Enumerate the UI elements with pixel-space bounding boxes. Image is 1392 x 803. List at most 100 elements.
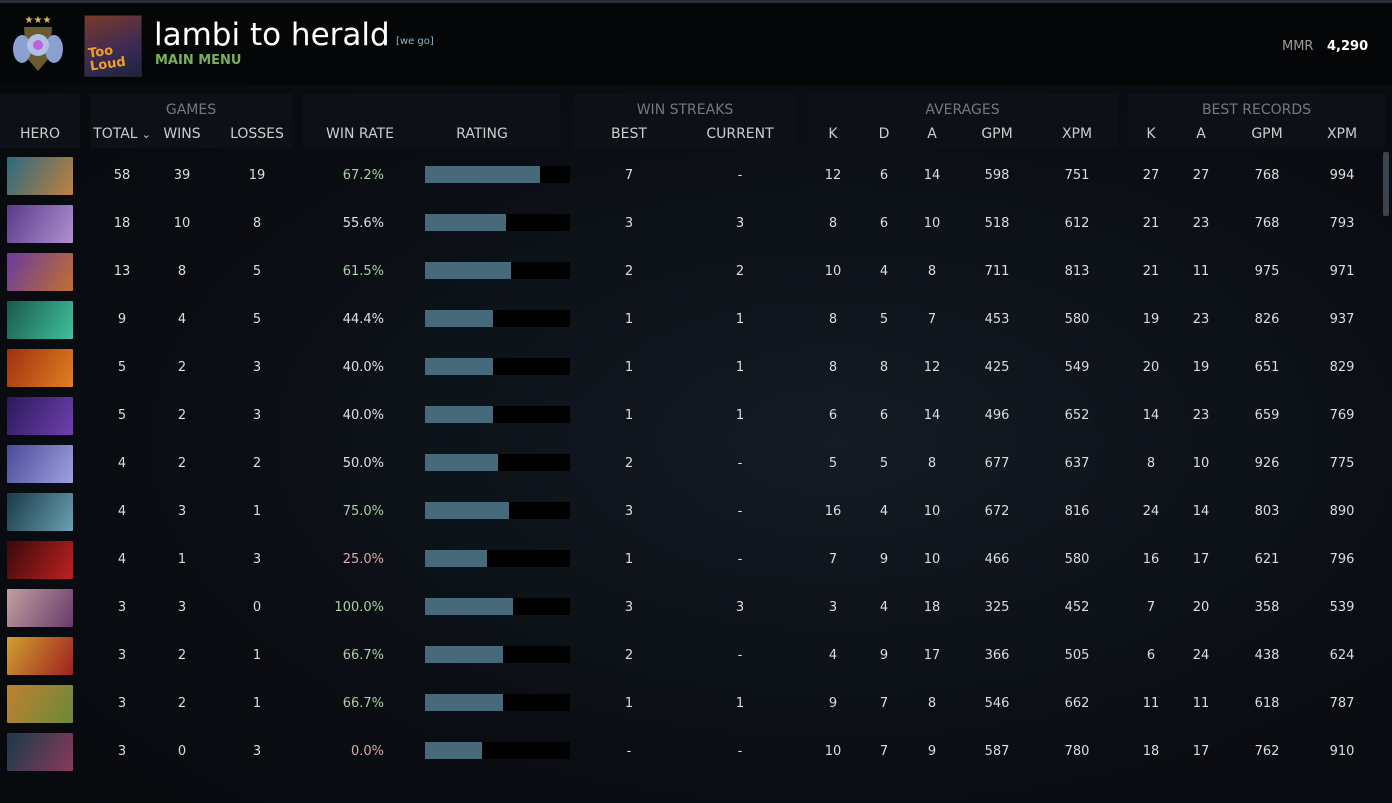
column-header-avg-d[interactable]: D	[839, 126, 929, 142]
hero-row[interactable]: 4 1 3 25.0% 1 - 7 9 10 466 580 16 17 621 796	[0, 536, 1380, 584]
hero-portrait[interactable]	[7, 733, 73, 771]
column-header-avg-gpm[interactable]: GPM	[952, 126, 1042, 142]
hero-row[interactable]: 4 3 1 75.0% 3 - 16 4 10 672 816 24 14 803 890	[0, 488, 1380, 536]
cell-avg-a: 10	[923, 504, 941, 519]
hero-row[interactable]: 3 2 1 66.7% 1 1 9 7 8 546 662 11 11 618 787	[0, 680, 1380, 728]
cell-best-xpm: 624	[1329, 648, 1355, 663]
rating-header-panel	[303, 94, 560, 148]
cell-avg-gpm: 672	[984, 504, 1010, 519]
cell-avg-a: 7	[927, 312, 937, 327]
scrollbar[interactable]	[1383, 152, 1389, 216]
column-header-avg-a[interactable]: A	[887, 126, 977, 142]
hero-portrait[interactable]	[7, 589, 73, 627]
cell-total: 9	[117, 312, 127, 327]
column-header-avg-xpm[interactable]: XPM	[1032, 126, 1122, 142]
column-header-wins[interactable]: WINS	[137, 126, 227, 142]
hero-row[interactable]: 9 4 5 44.4% 1 1 8 5 7 453 580 19 23 826 937	[0, 296, 1380, 344]
column-header-best-k[interactable]: K	[1106, 126, 1196, 142]
cell-best-gpm: 768	[1254, 168, 1280, 183]
hero-portrait[interactable]	[7, 205, 73, 243]
column-header-best-streak[interactable]: BEST	[584, 126, 674, 142]
hero-portrait[interactable]	[7, 445, 73, 483]
cell-best-k: 6	[1146, 648, 1156, 663]
player-avatar[interactable]: Too Loud	[84, 15, 142, 77]
cell-avg-k: 9	[828, 696, 838, 711]
cell-win-rate: 75.0%	[342, 504, 384, 519]
cell-current-streak: -	[737, 552, 743, 567]
cell-wins: 10	[173, 216, 191, 231]
cell-losses: 0	[252, 600, 262, 615]
cell-best-streak: 1	[624, 408, 634, 423]
hero-row[interactable]: 3 0 3 0.0% - - 10 7 9 587 780 18 17 762 910	[0, 728, 1380, 776]
cell-losses: 2	[252, 456, 262, 471]
hero-portrait[interactable]	[7, 397, 73, 435]
rating-bar	[425, 310, 570, 327]
hero-portrait[interactable]	[7, 349, 73, 387]
main-menu-link[interactable]: MAIN MENU	[155, 53, 242, 68]
cell-best-streak: 1	[624, 552, 634, 567]
hero-portrait[interactable]	[7, 541, 73, 579]
cell-avg-k: 16	[824, 504, 842, 519]
rating-bar	[425, 694, 570, 711]
rating-bar	[425, 742, 570, 759]
hero-row[interactable]: 3 2 1 66.7% 2-4 9 17 366 505 6 24 438 624	[0, 632, 1380, 680]
column-header-best-xpm[interactable]: XPM	[1297, 126, 1387, 142]
cell-best-streak: 2	[624, 456, 634, 471]
hero-portrait[interactable]	[7, 685, 73, 723]
cell-wins: 1	[177, 552, 187, 567]
cell-avg-gpm: 366	[984, 648, 1010, 663]
cell-best-k: 21	[1142, 216, 1160, 231]
cell-best-a: 17	[1192, 744, 1210, 759]
cell-avg-xpm: 780	[1064, 744, 1090, 759]
column-header-current-streak[interactable]: CURRENT	[695, 126, 785, 142]
cell-avg-d: 4	[879, 264, 889, 279]
cell-current-streak: 2	[735, 264, 745, 279]
cell-losses: 8	[252, 216, 262, 231]
cell-best-k: 20	[1142, 360, 1160, 375]
column-header-total[interactable]: TOTAL ⌄	[77, 126, 167, 142]
cell-losses: 1	[252, 696, 262, 711]
hero-row[interactable]: 13 8 5 61.5% 2 2 10 4 8 711 813 21 11 975 971	[0, 248, 1380, 296]
hero-row[interactable]: 3 3 0 100.0% 3 3 3 4 18 325 452 7 20 358 539	[0, 584, 1380, 632]
hero-row[interactable]: 58 39 19 67.2% 7 - 12 6 14 598 751 27 27 768 994	[0, 152, 1380, 200]
column-header-best-a[interactable]: A	[1156, 126, 1246, 142]
hero-row[interactable]: 5 2 3 40.0% 1 1 6 6 14 496 652 14 23 659 769	[0, 392, 1380, 440]
hero-portrait[interactable]	[7, 637, 73, 675]
cell-current-streak: -	[737, 168, 743, 183]
column-header-best-gpm[interactable]: GPM	[1222, 126, 1312, 142]
hero-portrait[interactable]	[7, 253, 73, 291]
cell-total: 13	[113, 264, 131, 279]
cell-best-a: 10	[1192, 456, 1210, 471]
cell-best-xpm: 937	[1329, 312, 1355, 327]
rating-bar-fill	[425, 358, 494, 375]
column-header-hero[interactable]: HERO	[0, 126, 85, 142]
rating-bar	[425, 502, 570, 519]
column-header-avg-k[interactable]: K	[788, 126, 878, 142]
rating-bar	[425, 406, 570, 423]
cell-wins: 4	[177, 312, 187, 327]
cell-avg-xpm: 637	[1064, 456, 1090, 471]
column-header-losses[interactable]: LOSSES	[212, 126, 302, 142]
cell-win-rate: 66.7%	[342, 696, 384, 711]
hero-row[interactable]: 18 10 8 55.6% 3 3 8 6 10 518 612 21 23 768 793	[0, 200, 1380, 248]
cell-win-rate: 100.0%	[334, 600, 384, 615]
cell-best-a: 23	[1192, 216, 1210, 231]
cell-avg-d: 4	[879, 504, 889, 519]
column-header-win-rate[interactable]: WIN RATE	[315, 126, 405, 142]
hero-portrait[interactable]	[7, 493, 73, 531]
hero-portrait[interactable]	[7, 301, 73, 339]
cell-avg-xpm: 505	[1064, 648, 1090, 663]
rating-bar-fill	[425, 214, 507, 231]
hero-row[interactable]: 5 2 3 40.0% 1 1 8 8 12 425 549 20 19 651 829	[0, 344, 1380, 392]
column-header-rating[interactable]: RATING	[437, 126, 527, 142]
cell-best-xpm: 787	[1329, 696, 1355, 711]
column-header-label: TOTAL	[93, 126, 138, 142]
hero-portrait[interactable]	[7, 157, 73, 195]
column-header-label: BEST	[611, 126, 647, 142]
hero-row[interactable]: 4 2 2 50.0% 2 - 5 5 8 677 637 8 10 926 775	[0, 440, 1380, 488]
cell-best-k: 7	[1146, 600, 1156, 615]
cell-losses: 3	[252, 408, 262, 423]
cell-losses: 1	[252, 648, 262, 663]
player-name: lambi to herald	[154, 17, 390, 53]
group-averages: AVERAGES	[925, 102, 1000, 118]
